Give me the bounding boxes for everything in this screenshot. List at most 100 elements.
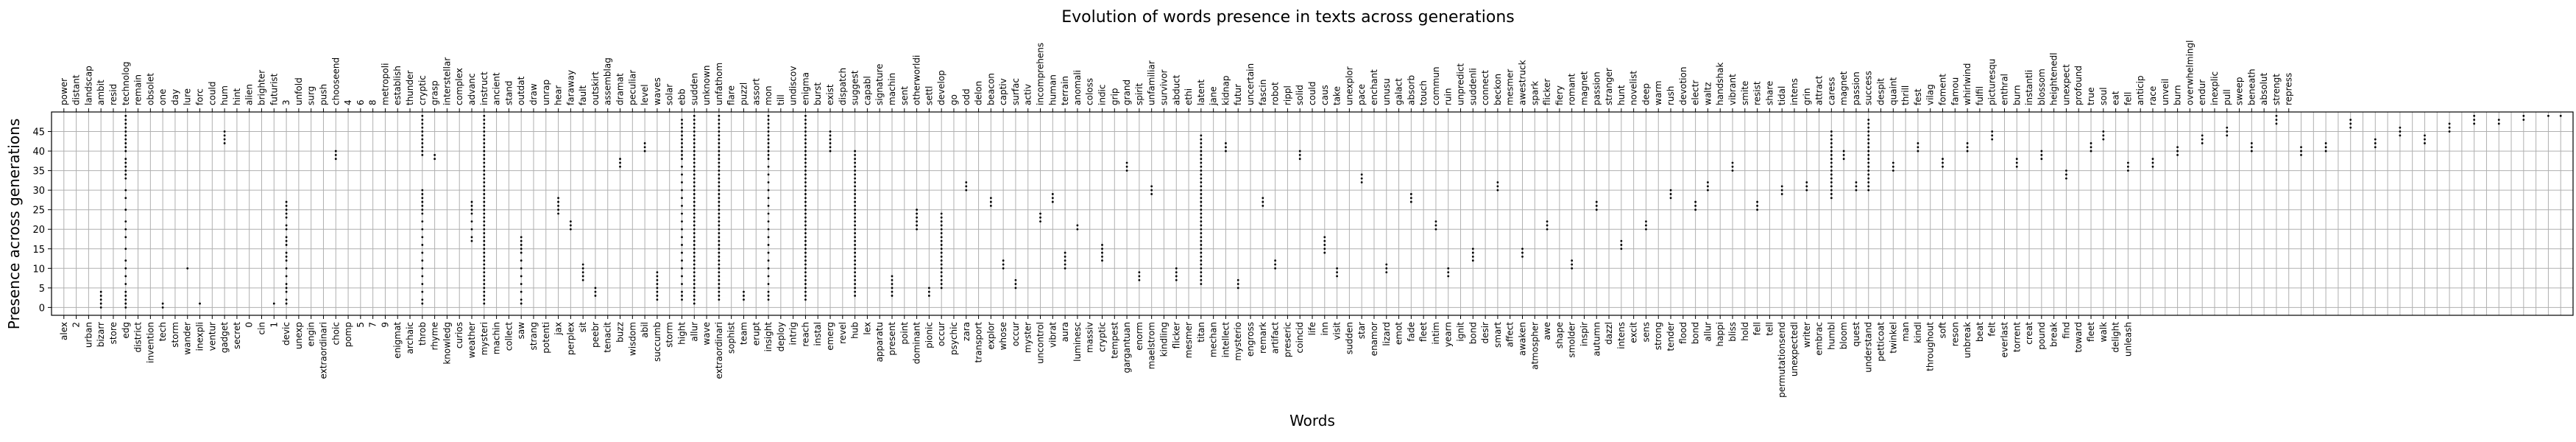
x-tick-label-bottom: tech [158, 322, 168, 341]
data-point [1200, 161, 1203, 164]
data-point [619, 165, 621, 168]
x-tick-label-top: incomprehens [1036, 43, 1046, 105]
x-tick-label-bottom: hub [850, 322, 860, 339]
data-point [1694, 208, 1697, 211]
x-tick-label-top: rush [1666, 86, 1676, 105]
data-point [804, 146, 807, 149]
data-point [124, 189, 127, 192]
data-point [470, 208, 473, 211]
data-point [421, 119, 424, 122]
x-tick-label-top: repress [2284, 73, 2294, 105]
data-point [483, 287, 486, 290]
x-tick-label-bottom: bizarr [96, 322, 106, 347]
data-point [1051, 197, 1054, 200]
data-point [483, 224, 486, 227]
data-point [804, 189, 807, 192]
x-tick-label-top: anticip [2135, 75, 2145, 105]
x-tick-label-top: could [1307, 82, 1317, 106]
x-tick-label-top: 4 [343, 99, 353, 105]
data-point [1200, 158, 1203, 161]
x-tick-label-bottom: pomp [343, 322, 353, 347]
x-tick-label-bottom: shape [1554, 322, 1565, 348]
x-tick-label-top: could [207, 82, 217, 106]
data-point [2522, 119, 2525, 122]
data-point [1830, 158, 1833, 161]
x-tick-label-top: awestruck [1518, 60, 1528, 105]
data-point [854, 150, 857, 152]
data-point [1002, 267, 1005, 270]
data-point [643, 150, 646, 152]
data-point [767, 267, 770, 270]
data-point [285, 255, 288, 258]
data-point [891, 287, 894, 290]
data-point [1262, 197, 1264, 200]
data-point [483, 169, 486, 172]
data-point [2448, 130, 2451, 133]
data-point [470, 236, 473, 239]
x-tick-label-top: picturesqu [1987, 59, 1998, 105]
data-point [2090, 146, 2092, 149]
data-point [557, 208, 559, 211]
data-point [520, 290, 523, 293]
data-point [2015, 161, 2018, 164]
data-point [804, 224, 807, 227]
x-tick-label-bottom: transport [974, 322, 984, 363]
data-point [2275, 122, 2278, 125]
data-point [1101, 248, 1103, 250]
x-tick-label-top: complex [454, 68, 464, 105]
data-point [285, 287, 288, 290]
data-point [2300, 150, 2302, 152]
x-tick-label-top: sudden [689, 73, 699, 105]
data-point [2522, 114, 2525, 117]
data-point [1669, 197, 1672, 200]
data-point [2102, 138, 2105, 141]
y-tick-label: 25 [32, 206, 45, 217]
x-tick-label-top: race [2148, 86, 2158, 105]
data-point [124, 236, 127, 239]
x-tick-label-top: chooseend [330, 57, 341, 105]
data-point [1323, 244, 1326, 246]
data-point [1867, 181, 1870, 183]
data-point [718, 251, 721, 254]
x-tick-label-top: flicker [1542, 79, 1552, 105]
data-point [1064, 263, 1066, 266]
data-point [1200, 146, 1203, 149]
data-point [718, 142, 721, 144]
data-point [767, 181, 770, 183]
data-point [2201, 138, 2204, 141]
x-tick-label-top: caus [1320, 85, 1330, 105]
data-point [1175, 275, 1178, 278]
x-tick-label-top: rippl [1282, 85, 1292, 105]
x-tick-label-top: forc [195, 88, 205, 105]
data-point [1434, 220, 1437, 223]
x-tick-label-top: resid [108, 84, 118, 105]
x-tick-label-top: power [59, 78, 69, 105]
x-tick-label-top: blossom [2037, 69, 2047, 105]
x-tick-label-bottom: enorm [1134, 322, 1144, 351]
data-point [681, 142, 683, 144]
data-point [693, 119, 696, 122]
data-point [940, 278, 943, 281]
data-point [681, 275, 683, 278]
data-point [421, 208, 424, 211]
data-point [483, 138, 486, 141]
data-point [1225, 142, 1227, 144]
x-tick-label-top: inexplic [2209, 71, 2220, 105]
data-point [1867, 122, 1870, 125]
data-point [2349, 126, 2352, 129]
data-point [767, 153, 770, 156]
data-point [421, 267, 424, 270]
data-point [940, 283, 943, 285]
x-tick-label-bottom: bond [1691, 322, 1701, 344]
data-point [693, 259, 696, 262]
x-tick-label-top: fiery [1554, 85, 1565, 105]
data-point [693, 181, 696, 183]
x-tick-label-bottom: lizard [1381, 322, 1392, 346]
data-point [1892, 165, 1894, 168]
x-tick-label-bottom: insight [763, 322, 774, 352]
data-point [1842, 158, 1845, 161]
x-tick-label-bottom: understand [1864, 322, 1874, 373]
data-point [891, 278, 894, 281]
data-point [718, 161, 721, 164]
